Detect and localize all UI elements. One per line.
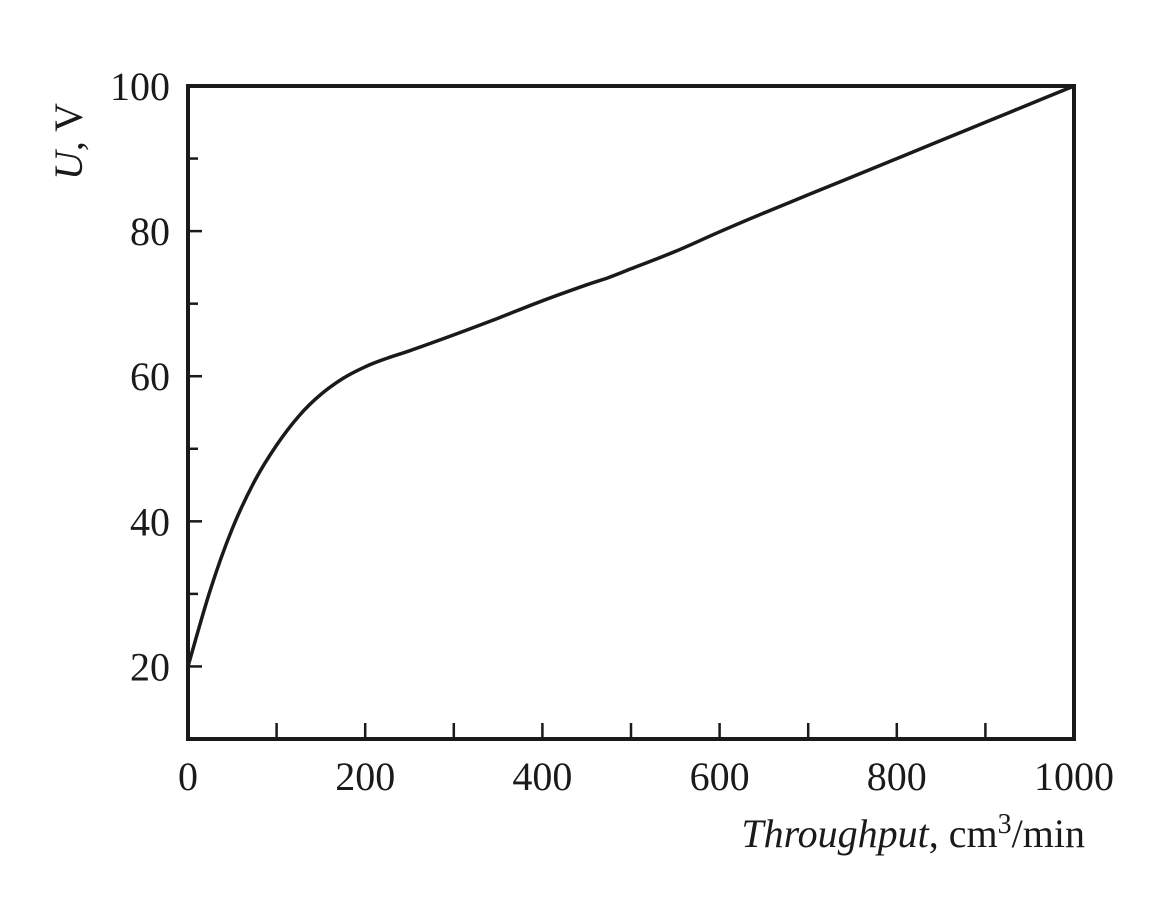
x-axis-title-quantity: Throughput <box>741 811 929 856</box>
y-tick-label: 100 <box>110 64 170 109</box>
y-axis-title-unit: , V <box>46 103 91 151</box>
y-tick-label: 20 <box>130 644 170 689</box>
x-tick-label: 0 <box>178 754 198 799</box>
ticks-layer <box>186 84 1076 739</box>
series-layer <box>186 84 1076 669</box>
x-tick-label: 200 <box>335 754 395 799</box>
y-tick-label: 60 <box>130 354 170 399</box>
series-line <box>186 84 1076 669</box>
tick-labels-layer: 0 200 400 600 800 1000 20 40 60 80 100 <box>110 64 1114 799</box>
x-axis-title-unit: , cm <box>929 811 998 856</box>
x-tick-label: 800 <box>867 754 927 799</box>
y-tick-label: 80 <box>130 209 170 254</box>
y-axis-title: U, V <box>46 103 91 180</box>
y-tick-label: 40 <box>130 499 170 544</box>
x-axis-title-unit-suffix: /min <box>1012 811 1085 856</box>
x-axis-title-unit-exponent: 3 <box>998 809 1012 840</box>
x-tick-label: 400 <box>512 754 572 799</box>
x-axis-title: Throughput, cm3/min <box>741 809 1085 856</box>
x-tick-label: 1000 <box>1034 754 1114 799</box>
x-tick-label: 600 <box>690 754 750 799</box>
y-axis-title-quantity: U <box>46 148 91 180</box>
plot-frame <box>186 84 1076 741</box>
